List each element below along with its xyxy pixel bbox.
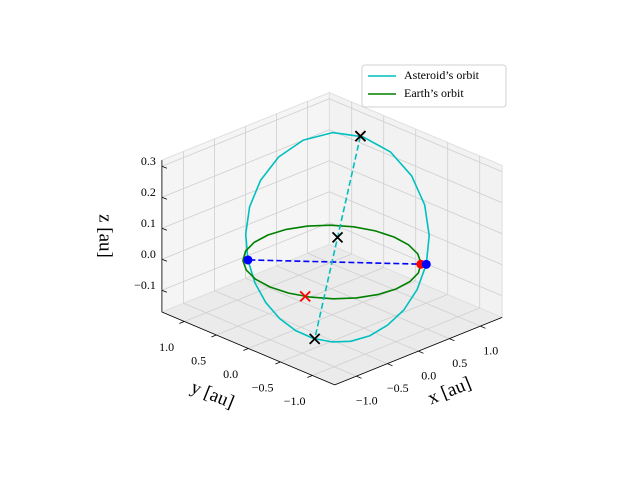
- grid-line: [184, 253, 352, 322]
- x-tick: [480, 325, 486, 329]
- grid-line: [280, 294, 448, 363]
- grid-line: [329, 191, 503, 266]
- dashed-line: [247, 259, 427, 266]
- y-tick-label: 0.5: [191, 353, 206, 367]
- z-tick-label: 0.1: [141, 216, 156, 230]
- x-tick-label: −1.0: [356, 393, 378, 407]
- x-marker: [331, 231, 344, 244]
- y-tick: [211, 334, 217, 338]
- x-marker: [309, 333, 321, 345]
- y-tick-label: −0.5: [252, 380, 274, 394]
- y-tick-label: −1.0: [284, 394, 306, 408]
- x-tick: [387, 363, 393, 367]
- x-tick: [449, 338, 455, 342]
- grid-line: [329, 222, 503, 297]
- point-marker: [421, 259, 431, 269]
- x-tick: [418, 350, 424, 354]
- x-tick-label: 0.5: [452, 356, 467, 370]
- z-tick: [161, 165, 168, 169]
- z-axis-label: z [au]: [95, 214, 116, 258]
- grid-line: [161, 160, 330, 229]
- axes: −1.0 −0.5 0.0 0.5 1.0 −1.0 −0.5 0.0 0.5 1.0 −0.1 0.…: [134, 154, 503, 408]
- y-tick-label: 0.0: [223, 367, 238, 381]
- x-tick-label: 1.0: [483, 343, 498, 357]
- grid-line: [329, 160, 503, 235]
- z-tick: [161, 196, 168, 200]
- grid-line: [161, 98, 330, 167]
- x-tick: [356, 375, 362, 379]
- legend-box: [361, 64, 507, 108]
- x-tick-label: −0.5: [387, 381, 409, 395]
- z-tick: [161, 227, 168, 231]
- grid: [161, 98, 503, 377]
- z-tick-label: −0.1: [134, 278, 156, 292]
- grid-line: [329, 98, 503, 173]
- orbit-line: [242, 224, 422, 300]
- y-tick: [307, 375, 313, 378]
- y-tick: [275, 361, 281, 365]
- point-marker: [243, 255, 253, 265]
- z-tick-label: 0.2: [141, 185, 156, 199]
- legend-label: Earth’s orbit: [404, 86, 464, 100]
- z-tick-label: 0.3: [141, 154, 156, 168]
- z-tick-label: 0.0: [141, 247, 156, 261]
- y-tick-label: 1.0: [159, 340, 174, 354]
- y-tick: [179, 321, 185, 324]
- x-tick-label: 0.0: [421, 368, 436, 382]
- z-tick: [161, 258, 168, 262]
- plot-area: [242, 130, 431, 345]
- grid-line: [329, 129, 503, 204]
- z-tick: [161, 289, 168, 293]
- legend: Asteroid’s orbit Earth’s orbit: [361, 64, 507, 108]
- x-marker: [354, 130, 367, 142]
- x-marker: [299, 290, 311, 303]
- legend-label: Asteroid’s orbit: [404, 68, 480, 82]
- y-tick: [243, 348, 249, 351]
- grid-line: [312, 307, 480, 376]
- grid-line: [161, 191, 330, 260]
